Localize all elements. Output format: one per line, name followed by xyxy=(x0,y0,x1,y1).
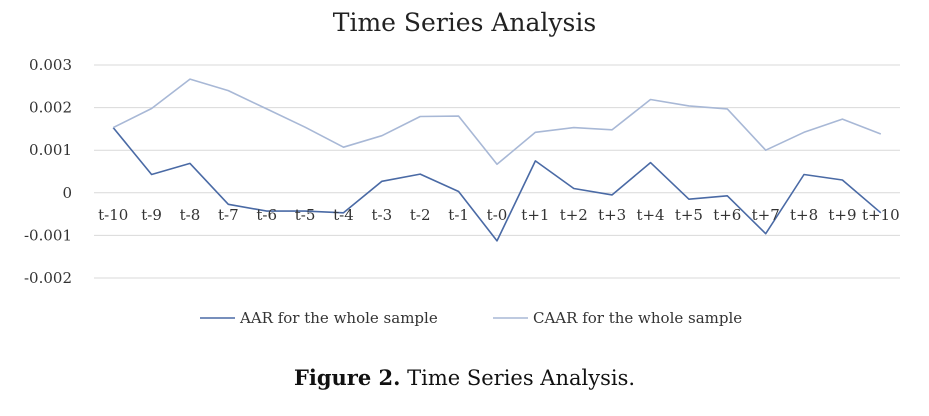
x-tick-label: t-0 xyxy=(487,206,508,224)
x-tick-label: t+1 xyxy=(521,206,549,224)
legend-label: CAAR for the whole sample xyxy=(533,309,742,327)
x-tick-label: t-4 xyxy=(333,206,354,224)
y-axis-tick-labels: 0.003 0.002 0.001 0 -0.001 -0.002 xyxy=(24,56,72,287)
x-tick-label: t-6 xyxy=(256,206,277,224)
series-lines xyxy=(112,78,882,242)
x-tick-label: t+7 xyxy=(752,206,780,224)
figure-caption: Figure 2. Time Series Analysis. xyxy=(0,365,929,390)
x-tick-label: t+4 xyxy=(636,206,664,224)
x-tick-label: t-10 xyxy=(98,206,128,224)
series-line-aar xyxy=(112,127,882,242)
x-tick-label: t+6 xyxy=(713,206,741,224)
y-tick-label: 0.003 xyxy=(29,56,72,74)
y-tick-label: -0.001 xyxy=(24,226,72,244)
x-tick-label: t+5 xyxy=(675,206,703,224)
gridlines xyxy=(94,64,900,279)
y-tick-label: 0.002 xyxy=(29,99,72,117)
x-tick-label: t-9 xyxy=(141,206,162,224)
figure-caption-text: Time Series Analysis. xyxy=(400,366,636,390)
x-tick-label: t+3 xyxy=(598,206,626,224)
chart-title: Time Series Analysis xyxy=(332,8,597,37)
series-line-caar xyxy=(112,78,882,166)
y-tick-label: 0 xyxy=(62,184,72,202)
x-tick-label: t-8 xyxy=(180,206,201,224)
y-tick-label: 0.001 xyxy=(29,141,72,159)
x-tick-label: t-7 xyxy=(218,206,239,224)
x-tick-label: t+9 xyxy=(828,206,856,224)
x-tick-label: t-3 xyxy=(372,206,393,224)
legend: AAR for the whole sample CAAR for the who… xyxy=(200,309,742,327)
x-axis-tick-labels: t-10 t-9 t-8 t-7 t-6 t-5 t-4 t-3 t-2 t-1 t-0 t+1 t+2… xyxy=(98,206,900,224)
x-tick-label: t+8 xyxy=(790,206,818,224)
x-tick-label: t-2 xyxy=(410,206,431,224)
x-tick-label: t-5 xyxy=(295,206,316,224)
legend-label: AAR for the whole sample xyxy=(239,309,438,327)
x-tick-label: t+2 xyxy=(560,206,588,224)
figure-caption-label: Figure 2. xyxy=(293,365,401,390)
y-tick-label: -0.002 xyxy=(24,269,72,287)
x-tick-label: t-1 xyxy=(448,206,469,224)
x-tick-label: t+10 xyxy=(862,206,900,224)
